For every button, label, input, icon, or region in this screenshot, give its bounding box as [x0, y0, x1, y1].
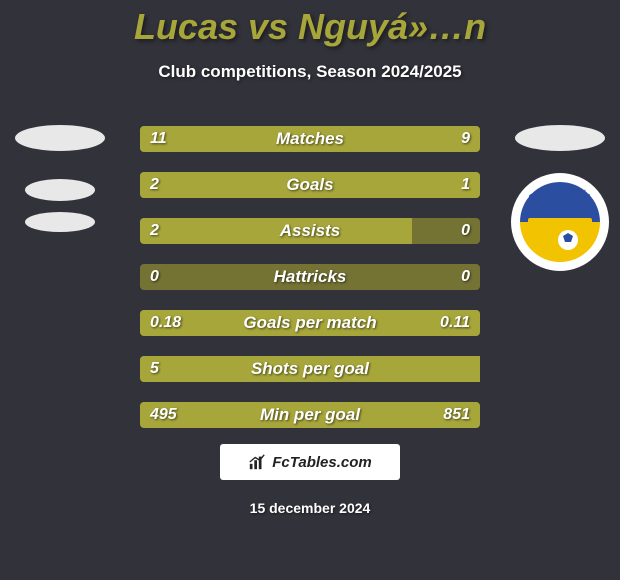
- stat-label: Goals: [140, 175, 480, 195]
- date-text: 15 december 2024: [0, 500, 620, 516]
- stat-row: Hattricks0 0: [140, 264, 480, 290]
- stat-value-left: 495: [150, 406, 177, 424]
- page-title: Lucas vs Nguyá»…n: [0, 6, 620, 48]
- stat-value-left: 2: [150, 222, 159, 240]
- chart-icon: [248, 453, 266, 471]
- team-left-badge: [10, 172, 110, 272]
- stat-row: Goals2 1: [140, 172, 480, 198]
- brand-badge: FcTables.com: [220, 444, 400, 480]
- shield-icon: FLC THANH HÓA: [510, 172, 610, 272]
- stats-rows: Matches119Goals21Assists20Hattricks00Goa…: [140, 126, 480, 448]
- stat-value-left: 2: [150, 176, 159, 194]
- stat-row: Shots per goal5: [140, 356, 480, 382]
- stat-value-right: 851: [443, 406, 470, 424]
- stat-value-right: 1: [461, 176, 470, 194]
- stat-label: Hattricks: [140, 267, 480, 287]
- stat-row: Assists2 0: [140, 218, 480, 244]
- stat-label: Shots per goal: [140, 359, 480, 379]
- stat-value-right: 0: [461, 268, 470, 286]
- brand-text: FcTables.com: [272, 454, 371, 471]
- team-right-badge: FLC THANH HÓA: [510, 172, 610, 272]
- stat-label: Min per goal: [140, 405, 480, 425]
- stat-value-right: 0: [461, 222, 470, 240]
- stat-value-left: 11: [150, 130, 167, 148]
- stat-value-left: 0.18: [150, 314, 181, 332]
- stat-row: Goals per match0.18 0.11: [140, 310, 480, 336]
- stat-label: Assists: [140, 221, 480, 241]
- stat-label: Matches: [140, 129, 480, 149]
- stat-value-left: 5: [150, 360, 159, 378]
- stat-row: Min per goal495 851: [140, 402, 480, 428]
- stat-value-left: 0: [150, 268, 159, 286]
- stat-row: Matches11 9: [140, 126, 480, 152]
- stat-label: Goals per match: [140, 313, 480, 333]
- stat-value-right: 0.11: [440, 314, 470, 332]
- subtitle: Club competitions, Season 2024/2025: [0, 62, 620, 82]
- stat-value-right: 9: [461, 130, 470, 148]
